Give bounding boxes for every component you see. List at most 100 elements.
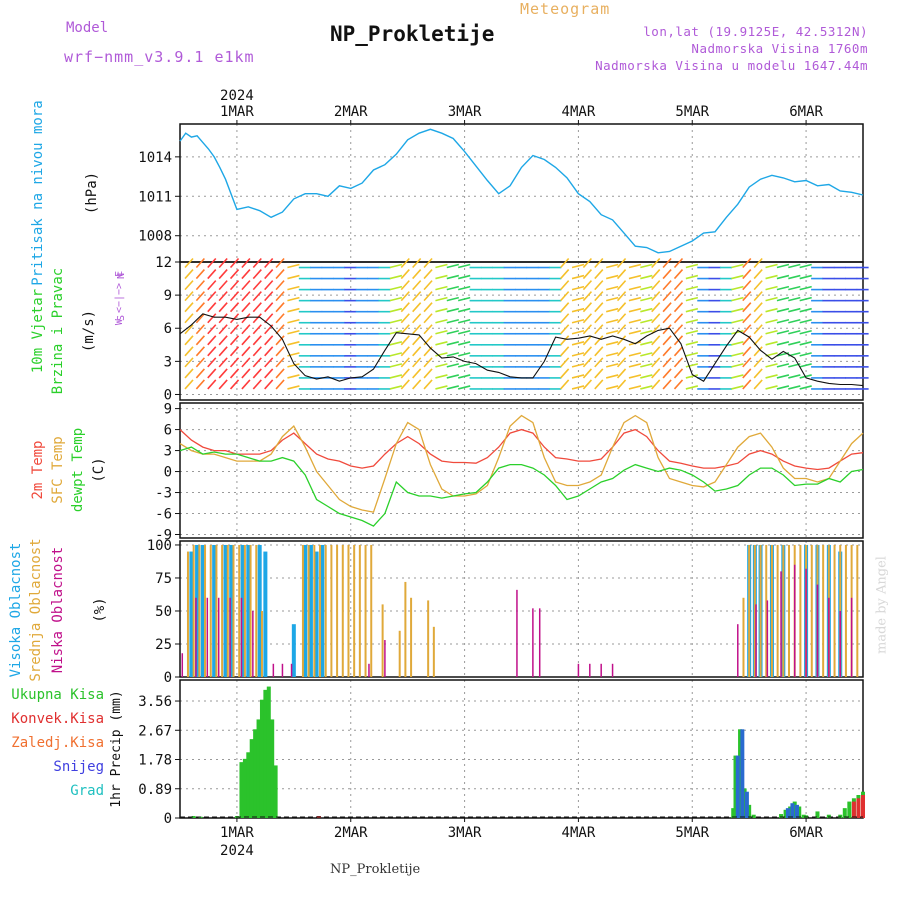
- wind-barb: [252, 291, 262, 302]
- wind-barb: [435, 329, 448, 335]
- wind-barb: [229, 324, 240, 335]
- wind-barb: [753, 257, 763, 269]
- cloud-bar-1: [243, 544, 246, 677]
- wind-barb: [571, 296, 585, 302]
- cloud-bar-0: [212, 544, 217, 677]
- wind-barb: [229, 379, 240, 390]
- cloud-bar-1: [856, 544, 859, 677]
- wind-barb: [287, 296, 300, 302]
- precip-frame: [179, 679, 864, 819]
- precip-bar-2: [744, 791, 749, 818]
- cloud-bar-1: [844, 544, 847, 677]
- wind-barb: [458, 307, 471, 313]
- wind-barb: [275, 357, 285, 368]
- wind-barb: [446, 307, 460, 313]
- wind-barb: [662, 280, 672, 291]
- wind-barb: [673, 324, 684, 335]
- wind-barb: [616, 257, 627, 269]
- pressure-frame: [179, 123, 864, 263]
- wind-barb: [640, 285, 653, 291]
- wind-barb: [412, 291, 422, 302]
- wind-barb: [742, 302, 752, 313]
- wind-barb: [731, 352, 744, 357]
- wind-barb: [742, 291, 752, 302]
- wind-barb: [799, 352, 812, 357]
- wind-barb: [389, 307, 403, 313]
- wind-ytick-label: 6: [164, 321, 172, 337]
- precip-bar-0: [801, 814, 806, 818]
- wind-barb: [560, 335, 570, 346]
- wind-barb: [207, 280, 217, 291]
- wind-barb: [275, 257, 285, 269]
- wind-barb: [184, 313, 194, 324]
- cloud-bar-1: [770, 544, 773, 677]
- wind-barb: [753, 280, 763, 291]
- cloud-bar-2: [766, 600, 769, 677]
- cloud-bar-0: [229, 544, 234, 677]
- wind-barb: [252, 368, 262, 379]
- footer-station-name: NP_Prokletije: [330, 862, 421, 877]
- wind-barb: [389, 329, 403, 335]
- wind-barb: [435, 318, 448, 324]
- cloud-bar-1: [204, 544, 207, 677]
- precip-ylabel: 1hr Precip (mm): [109, 690, 124, 807]
- wind-ylabel-2: Brzina i Pravac: [50, 268, 66, 394]
- cloud-bar-1: [249, 544, 252, 677]
- wind-barb: [207, 313, 217, 324]
- wind-barb: [252, 280, 262, 291]
- cloud-bar-2: [737, 624, 739, 677]
- cloud-bar-1: [364, 544, 367, 677]
- wind-barb: [400, 302, 410, 313]
- cloud-bar-1: [341, 544, 344, 677]
- wind-barb: [651, 357, 661, 368]
- wind-barb: [571, 285, 585, 291]
- wind-barb: [195, 379, 205, 390]
- cloud-bar-1: [353, 544, 356, 677]
- wind-barb: [435, 341, 448, 346]
- temperature-ytick-label: 3: [164, 444, 172, 460]
- wind-barb: [458, 374, 471, 379]
- cloud-ytick-label: 0: [164, 670, 172, 686]
- year-label-top: 2024: [220, 88, 254, 104]
- wind-barb: [765, 341, 778, 346]
- cloud-bar-0: [223, 544, 228, 677]
- wind-barb: [435, 363, 448, 368]
- wind-barb: [207, 357, 217, 368]
- wind-barb: [207, 257, 217, 269]
- wind-ylabel-1: 10m Vjetar: [30, 289, 46, 373]
- wind-barb: [742, 379, 752, 390]
- temp-unit: (C): [91, 457, 107, 482]
- wind-barb: [229, 313, 240, 324]
- wind-barb: [446, 363, 460, 368]
- cloud-bar-1: [336, 544, 339, 677]
- cloud-bar-2: [281, 663, 284, 677]
- wind-barb: [275, 269, 285, 280]
- wind-unit: (m/s): [81, 310, 97, 352]
- precip-bar-0: [779, 814, 784, 818]
- wind-barb: [582, 257, 593, 269]
- wind-barb: [195, 302, 205, 313]
- cloud-bar-2: [600, 663, 602, 677]
- precip-bar-0: [256, 719, 261, 818]
- wind-barb: [207, 368, 217, 379]
- wind-barb: [218, 313, 228, 324]
- cloud-bar-1: [788, 544, 791, 677]
- precip-bar-0: [792, 801, 797, 818]
- wind-barb: [184, 324, 194, 335]
- wind-barb: [765, 285, 778, 291]
- wind-barb: [685, 329, 699, 335]
- wind-barb: [651, 302, 661, 313]
- wind-barb: [673, 280, 684, 291]
- wind-barb: [628, 329, 642, 335]
- precip-ytick-label: 0.89: [138, 782, 172, 798]
- cloud-bar-1: [238, 544, 241, 677]
- wind-barb: [685, 385, 699, 390]
- wind-barb: [685, 274, 699, 280]
- precip-bar-0: [239, 762, 244, 818]
- wind-barb: [651, 313, 661, 324]
- precip-bar-0: [191, 816, 196, 818]
- wind-barb: [605, 341, 619, 346]
- wind-barb: [594, 346, 604, 357]
- precip-bar-0: [246, 752, 251, 818]
- wind-barb: [616, 346, 627, 357]
